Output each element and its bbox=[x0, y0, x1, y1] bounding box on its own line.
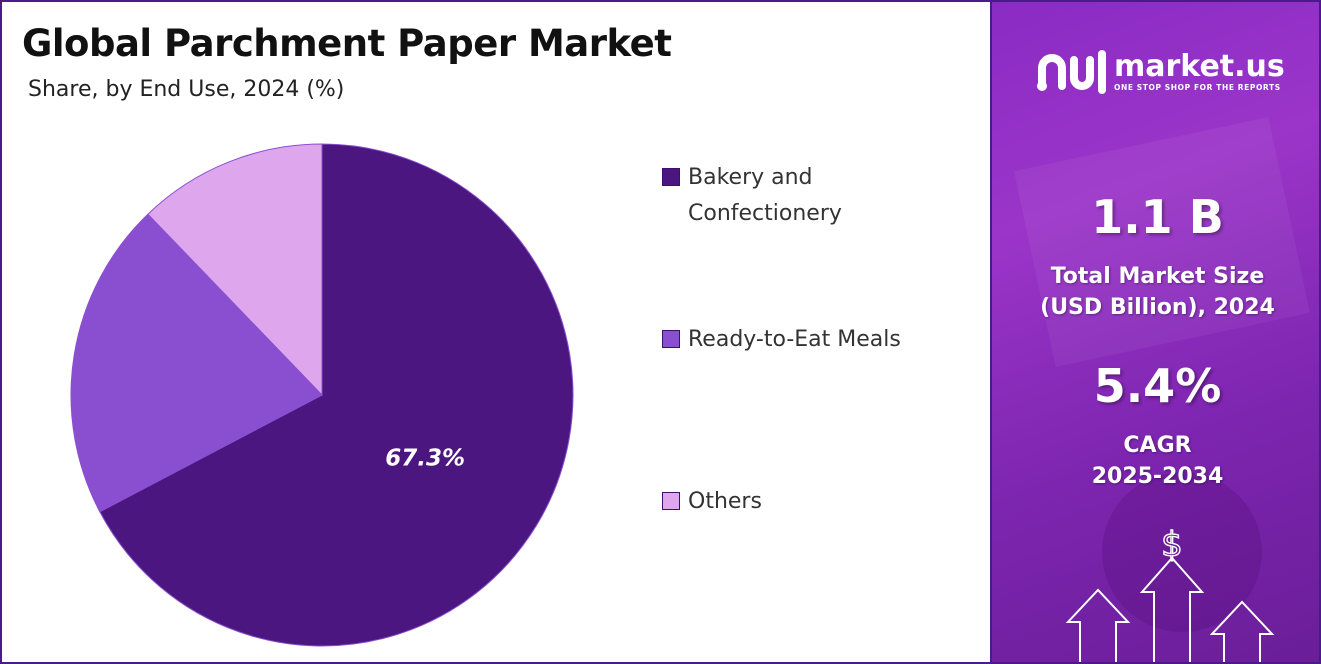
pie-data-label: 67.3% bbox=[385, 445, 465, 471]
pie-slice-others bbox=[147, 143, 323, 397]
legend-item-ready-to-eat: Ready-to-Eat Meals bbox=[662, 322, 958, 358]
brand-tagline: ONE STOP SHOP FOR THE REPORTS bbox=[1114, 82, 1281, 92]
legend-label-bakery-line2: Confectionery bbox=[688, 201, 842, 226]
brand-logo: market.us ONE STOP SHOP FOR THE REPORTS bbox=[1036, 46, 1285, 96]
growth-arrows-icon: $ bbox=[1065, 524, 1275, 662]
dollar-icon: $ bbox=[1161, 525, 1183, 565]
market-us-logo-icon bbox=[1037, 50, 1106, 94]
summary-panel: market.us ONE STOP SHOP FOR THE REPORTS … bbox=[990, 2, 1319, 662]
market-size-label-line2: (USD Billion), 2024 bbox=[1040, 295, 1275, 320]
legend-label-bakery: Bakery and Confectionery bbox=[688, 160, 958, 232]
cagr-value: 5.4% bbox=[1093, 359, 1222, 413]
pie-chart: 67.3% bbox=[70, 143, 574, 647]
pie-slice-ready-to-eat bbox=[70, 213, 323, 513]
chart-subtitle: Share, by End Use, 2024 (%) bbox=[28, 77, 345, 102]
pie-slice-bakery bbox=[99, 143, 574, 647]
cagr-label: CAGR bbox=[1123, 433, 1192, 458]
chart-title: Global Parchment Paper Market bbox=[22, 22, 672, 65]
legend-swatch-bakery bbox=[662, 168, 680, 186]
background-decoration-circle bbox=[1102, 472, 1262, 632]
market-size-value: 1.1 B bbox=[1091, 190, 1224, 244]
cagr-period: 2025-2034 bbox=[1091, 464, 1224, 489]
legend-label-bakery-line1: Bakery and bbox=[688, 165, 813, 190]
legend-swatch-ready-to-eat bbox=[662, 330, 680, 348]
legend-label-others: Others bbox=[688, 489, 762, 514]
legend-item-bakery: Bakery and Confectionery bbox=[662, 160, 958, 232]
brand-name: market.us bbox=[1114, 48, 1285, 84]
legend-label-ready-to-eat: Ready-to-Eat Meals bbox=[688, 327, 901, 352]
chart-panel: Global Parchment Paper Market Share, by … bbox=[2, 2, 990, 662]
legend-item-others: Others bbox=[662, 484, 958, 520]
market-size-label-line1: Total Market Size bbox=[1050, 264, 1265, 289]
legend-swatch-others bbox=[662, 492, 680, 510]
